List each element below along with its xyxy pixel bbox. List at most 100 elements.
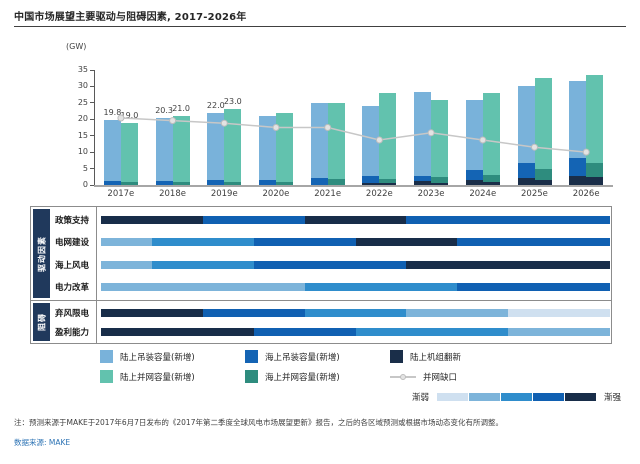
legend-item: 并网缺口 (390, 370, 457, 383)
y-tick-mark (90, 102, 94, 104)
heatmap-row-bar (101, 282, 610, 291)
heatmap-row: 政策支持 (52, 209, 611, 231)
bar-segment (310, 102, 328, 179)
y-axis-line (94, 70, 95, 185)
heatmap-row-bar (101, 327, 610, 336)
y-tick-mark (90, 85, 94, 87)
drivers-barriers-heatmap: 驱动因素 政策支持 电网建设 海上风电 电力改革 阻碍 弃风限电 盈利能力 (30, 206, 612, 344)
y-tick-label: 0 (82, 180, 88, 189)
x-tick-label: 2026e (572, 189, 600, 199)
intensity-gradient-legend: 渐弱 渐强 (404, 391, 629, 403)
heatmap-segment (101, 238, 152, 247)
line-marker (479, 136, 487, 144)
legend-item-label: 陆上并网容量(新增) (120, 372, 195, 383)
heatmap-segment (253, 238, 356, 247)
stacked-bar-grid_connected (224, 109, 242, 185)
chart-legend: 陆上吊装容量(新增) 海上吊装容量(新增) 陆上机组翻新 陆上并网容量(新增) 海上并网… (100, 350, 612, 386)
heatmap-segment (202, 216, 305, 225)
legend-color-swatch (390, 350, 403, 363)
bar-value-label: 23.0 (223, 97, 242, 107)
bar-segment (414, 175, 432, 182)
bar-segment (379, 92, 397, 180)
stacked-bar-installed (259, 116, 276, 185)
legend-item-label: 并网缺口 (423, 372, 458, 383)
legend-item: 海上并网容量(新增) (245, 370, 340, 383)
stacked-bar-grid_connected (327, 102, 345, 185)
y-tick-mark (90, 135, 94, 137)
heatmap-segment (151, 238, 254, 247)
heatmap-segment (101, 216, 203, 225)
heatmap-segment (202, 308, 305, 317)
heatmap-segment (253, 260, 407, 269)
bar-segment (534, 78, 552, 169)
gradient-weak-label: 渐弱 (412, 393, 430, 403)
legend-color-swatch (245, 370, 258, 383)
heatmap-row-label: 电力改革 (55, 282, 90, 293)
x-tick-label: 2021e (314, 189, 342, 199)
x-tick-label: 2017e (107, 189, 135, 199)
bar-segment (379, 183, 397, 185)
heatmap-group-label: 阻碍 (37, 313, 46, 331)
stacked-bar-grid_connected (120, 122, 138, 185)
stacked-bar-installed (207, 112, 225, 185)
y-tick-mark (90, 69, 94, 71)
heatmap-rows: 弃风限电 盈利能力 (52, 301, 611, 343)
heatmap-segment (304, 282, 458, 291)
bar-segment (362, 183, 380, 185)
bar-value-label: 22.0 (206, 100, 225, 110)
heatmap-row-bar (101, 308, 610, 317)
bar-segment (310, 178, 328, 185)
y-tick-label: 30 (77, 81, 88, 91)
heatmap-segment (101, 308, 203, 317)
legend-line-marker (400, 373, 406, 380)
y-tick-label: 15 (77, 130, 88, 140)
stacked-bar-grid_connected (431, 100, 449, 185)
y-tick-mark (90, 151, 94, 153)
y-tick-label: 20 (77, 114, 88, 124)
bar-value-label: 21.0 (172, 104, 190, 113)
heatmap-segment (355, 327, 509, 336)
gradient-step-swatch (469, 393, 501, 401)
stacked-bar-installed (465, 99, 483, 185)
bar-segment (569, 80, 587, 158)
stacked-bar-grid_connected (586, 74, 604, 185)
stacked-bar-installed (517, 85, 535, 185)
grid-gap-line-icon (390, 370, 416, 383)
heatmap-row-label: 政策支持 (55, 216, 90, 227)
stacked-bar-grid_connected (482, 92, 500, 185)
heatmap-inner-divider (96, 207, 97, 343)
bar-segment (172, 182, 190, 185)
bar-segment (207, 112, 225, 181)
stacked-bar-grid_connected (534, 78, 552, 185)
line-marker (117, 114, 125, 122)
heatmap-segment (457, 238, 610, 247)
y-tick-label: 10 (77, 147, 88, 157)
y-tick-mark (90, 184, 94, 186)
gradient-scale (437, 393, 597, 401)
bar-segment (327, 102, 345, 180)
heatmap-segment (304, 308, 407, 317)
heatmap-group-label: 驱动因素 (37, 235, 46, 272)
stacked-bar-grid_connected (379, 92, 397, 185)
heatmap-row-label: 海上风电 (55, 260, 90, 271)
bar-segment (414, 181, 432, 185)
footnote-text: 注：预测来源于MAKE于2017年6月7日发布的《2017年第二季度全球风电市场… (14, 418, 503, 427)
legend-item-label: 海上并网容量(新增) (265, 372, 340, 383)
bar-segment (224, 109, 242, 182)
line-marker (582, 148, 590, 156)
gradient-step-swatch (565, 393, 597, 401)
line-marker (427, 129, 435, 137)
heatmap-segment (151, 260, 254, 269)
bar-segment (207, 180, 225, 185)
x-tick-label: 2019e (210, 189, 238, 199)
line-marker (272, 124, 280, 131)
gradient-step-swatch (437, 393, 469, 401)
bar-segment (431, 177, 449, 183)
bar-segment (120, 122, 138, 183)
bar-segment (276, 113, 293, 182)
y-tick-label: 35 (77, 65, 88, 74)
heatmap-segment (101, 282, 305, 291)
legend-item-label: 海上吊装容量(新增) (265, 352, 340, 363)
heatmap-segment (406, 308, 509, 317)
